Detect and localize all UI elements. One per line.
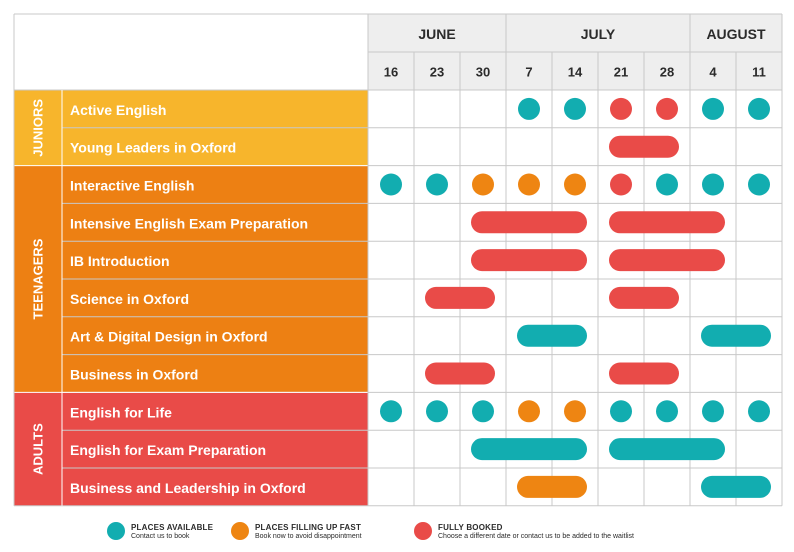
availability-dot-available (748, 400, 770, 423)
available-dot-icon (107, 522, 125, 540)
availability-dot-filling (518, 173, 540, 196)
month-label: AUGUST (706, 26, 766, 42)
legend-subtitle: Book now to avoid disappointment (255, 533, 362, 540)
booked-dot-icon (414, 522, 432, 540)
course-name: Science in Oxford (70, 291, 189, 307)
availability-dot-available (656, 400, 678, 423)
group-label: JUNIORS (31, 99, 46, 157)
week-label: 16 (384, 65, 398, 80)
availability-dot-available (702, 97, 724, 120)
week-label: 21 (614, 65, 628, 80)
legend-title: FULLY BOOKED (438, 523, 503, 532)
course-schedule-table: JUNIORS TEENAGERS ADULTS JUNE JULY AUGUST 16 23… (13, 13, 783, 507)
availability-bar-booked (609, 286, 679, 309)
availability-dot-filling (564, 173, 586, 196)
course-name: Business and Leadership in Oxford (70, 480, 306, 496)
course-name: Business in Oxford (70, 367, 198, 383)
availability-bar-available (471, 438, 587, 461)
week-label: 30 (476, 65, 490, 80)
group-label: TEENAGERS (31, 238, 46, 319)
course-name: Intensive English Exam Preparation (70, 215, 308, 231)
availability-dot-available (702, 173, 724, 196)
legend-title: PLACES AVAILABLE (131, 523, 214, 532)
course-name: English for Life (70, 404, 172, 420)
availability-bar-available (701, 324, 771, 347)
availability-bar-booked (609, 211, 725, 234)
week-label: 4 (709, 65, 717, 80)
availability-dot-booked (610, 173, 632, 196)
availability-dot-available (748, 97, 770, 120)
group-band-adults (14, 392, 368, 506)
availability-bar-booked (471, 249, 587, 272)
week-label: 7 (525, 65, 532, 80)
week-label: 23 (430, 65, 444, 80)
legend-subtitle: Contact us to book (131, 533, 190, 540)
group-label: ADULTS (31, 423, 46, 475)
course-name: Art & Digital Design in Oxford (70, 329, 268, 345)
course-name: Active English (70, 102, 166, 118)
availability-bar-booked (471, 211, 587, 234)
filling-dot-icon (231, 522, 249, 540)
availability-bar-available (517, 324, 587, 347)
availability-dot-available (472, 400, 494, 423)
availability-bar-booked (609, 249, 725, 272)
month-label: JULY (581, 26, 616, 42)
availability-dot-available (380, 173, 402, 196)
course-name: Interactive English (70, 178, 194, 194)
availability-dot-filling (472, 173, 494, 196)
availability-dot-available (426, 400, 448, 423)
availability-dot-available (564, 97, 586, 120)
availability-bar-booked (425, 362, 495, 385)
availability-bar-filling (517, 475, 587, 498)
week-label: 11 (752, 65, 766, 80)
availability-dot-booked (656, 97, 678, 120)
month-label: JUNE (418, 26, 455, 42)
availability-dot-available (610, 400, 632, 423)
availability-dot-booked (610, 97, 632, 120)
availability-bar-available (609, 438, 725, 461)
legend-subtitle: Choose a different date or contact us to… (438, 533, 634, 540)
week-label: 14 (568, 65, 583, 80)
availability-dot-available (656, 173, 678, 196)
availability-dot-filling (564, 400, 586, 423)
availability-bar-booked (425, 286, 495, 309)
course-name: Young Leaders in Oxford (70, 140, 236, 156)
availability-dot-available (426, 173, 448, 196)
availability-bar-booked (609, 362, 679, 385)
legend: PLACES AVAILABLE Contact us to book PLAC… (0, 515, 794, 552)
legend-title: PLACES FILLING UP FAST (255, 523, 362, 532)
availability-bar-available (701, 475, 771, 498)
availability-bar-booked (609, 135, 679, 158)
availability-dot-available (518, 97, 540, 120)
availability-dot-available (380, 400, 402, 423)
course-name: English for Exam Preparation (70, 442, 266, 458)
availability-dot-filling (518, 400, 540, 423)
availability-dot-available (748, 173, 770, 196)
week-label: 28 (660, 65, 674, 80)
availability-dot-available (702, 400, 724, 423)
course-name: IB Introduction (70, 253, 170, 269)
